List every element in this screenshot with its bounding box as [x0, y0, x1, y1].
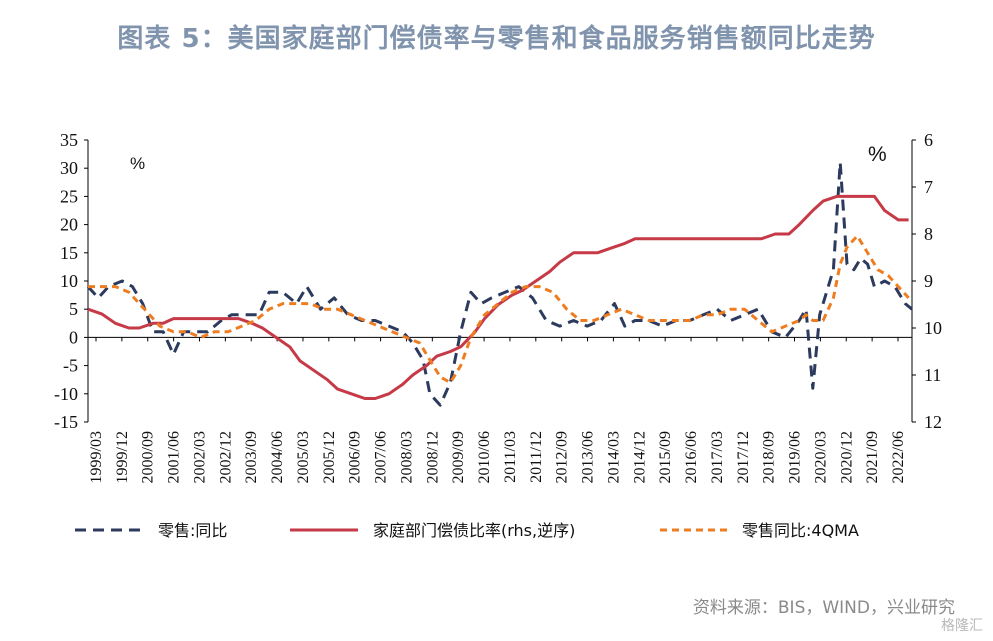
legend-label: 零售同比:4QMA — [742, 521, 859, 540]
series-retail-4qma — [88, 234, 910, 384]
x-tick-label: 2011/03 — [502, 431, 519, 483]
x-tick-label: 2017/12 — [735, 431, 752, 483]
legend-label: 家庭部门偿债比率(rhs,逆序) — [373, 521, 575, 540]
x-tick-label: 2002/12 — [217, 431, 234, 483]
x-tick-label: 2022/06 — [890, 431, 907, 483]
x-tick-label: 2008/03 — [398, 431, 415, 483]
left-tick-label: -5 — [63, 356, 78, 376]
x-tick-label: 2003/09 — [243, 431, 260, 483]
x-tick-label: 1999/12 — [114, 431, 131, 483]
right-tick-label: 11 — [924, 365, 941, 385]
chart-title: 图表 5：美国家庭部门偿债率与零售和食品服务销售额同比走势 — [117, 24, 876, 54]
x-tick-label: 2013/06 — [580, 431, 597, 483]
x-tick-label: 2020/03 — [812, 431, 829, 483]
watermark: 格隆汇 — [941, 618, 983, 634]
x-tick-label: 2019/06 — [787, 431, 804, 483]
x-tick-label: 1999/03 — [88, 431, 105, 483]
left-tick-label: -15 — [54, 412, 78, 432]
left-tick-label: 0 — [69, 327, 78, 347]
x-tick-label: 2000/09 — [140, 431, 157, 483]
series-household-debt-service-ratio — [87, 194, 909, 400]
x-tick-label: 2011/12 — [528, 431, 545, 483]
right-tick-label: 7 — [924, 177, 933, 197]
right-tick-label: 8 — [924, 224, 933, 244]
right-tick-label: 12 — [924, 412, 942, 432]
left-tick-label: 20 — [60, 215, 78, 235]
x-tick-label: 2018/09 — [761, 431, 778, 483]
x-tick-label: 2005/03 — [295, 431, 312, 483]
x-tick-label: 2002/03 — [191, 431, 208, 483]
source-note: 资料来源：BIS，WIND，兴业研究 — [692, 598, 955, 618]
left-tick-label: 30 — [60, 158, 78, 178]
right-tick-label: 9 — [924, 271, 933, 291]
left-tick-label: 15 — [60, 243, 78, 263]
x-tick-label: 2010/06 — [476, 431, 493, 483]
left-tick-label: 35 — [60, 130, 78, 150]
series-retail-yoy — [86, 161, 913, 407]
left-tick-label: 25 — [60, 186, 78, 206]
x-tick-label: 2020/12 — [838, 431, 855, 483]
x-tick-label: 2017/03 — [709, 431, 726, 483]
legend-label: 零售:同比 — [158, 521, 227, 540]
x-tick-label: 2015/09 — [657, 431, 674, 483]
left-unit-label: % — [130, 154, 145, 173]
x-tick-label: 2014/12 — [631, 431, 648, 483]
left-tick-label: 5 — [69, 299, 78, 319]
x-tick-label: 2009/09 — [450, 431, 467, 483]
x-tick-label: 2006/09 — [347, 431, 364, 483]
x-tick-label: 2008/12 — [424, 431, 441, 483]
x-tick-label: 2007/06 — [373, 431, 390, 483]
x-tick-label: 2012/09 — [554, 431, 571, 483]
left-tick-label: 10 — [60, 271, 78, 291]
x-tick-label: 2021/09 — [864, 431, 881, 483]
x-tick-label: 2014/03 — [605, 431, 622, 483]
right-unit-label: % — [868, 143, 887, 166]
x-tick-label: 2004/06 — [269, 431, 286, 483]
right-tick-label: 10 — [924, 318, 942, 338]
right-tick-label: 6 — [924, 130, 933, 150]
x-tick-label: 2001/06 — [166, 431, 183, 483]
x-tick-label: 2016/06 — [683, 431, 700, 483]
x-tick-label: 2005/12 — [321, 431, 338, 483]
left-tick-label: -10 — [54, 384, 78, 404]
